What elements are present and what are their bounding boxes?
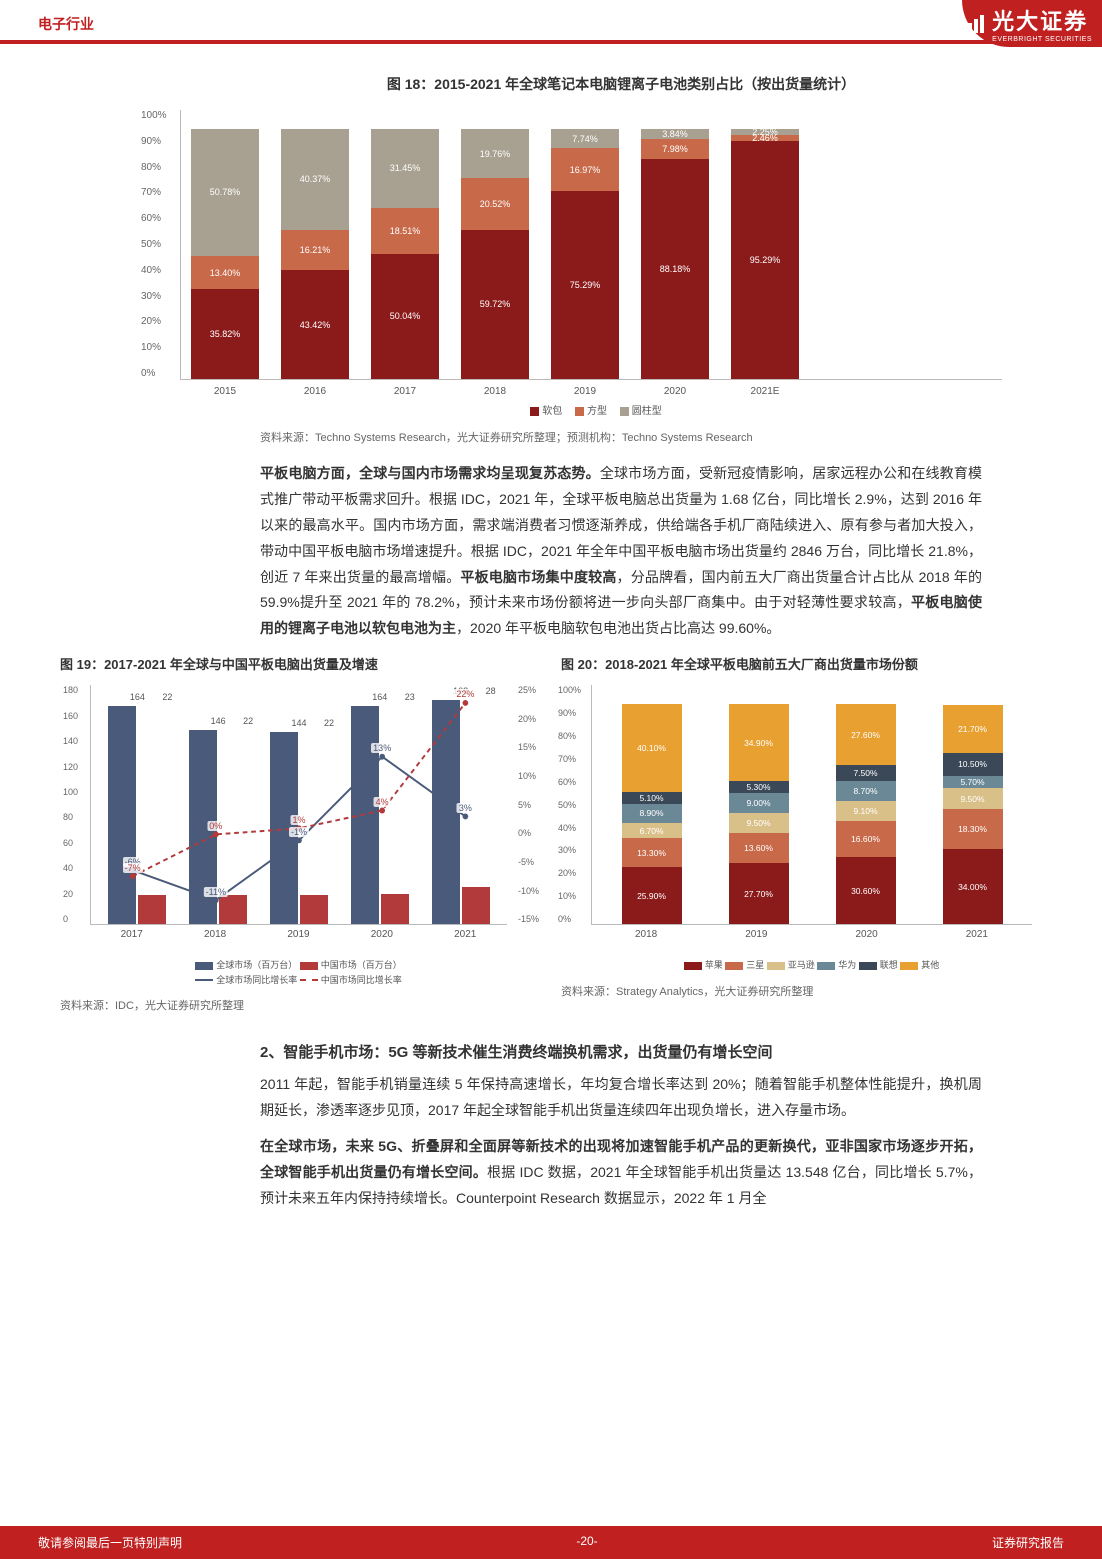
chart19-source: 资料来源：IDC，光大证券研究所整理 [60,997,541,1013]
chart20-source: 资料来源：Strategy Analytics，光大证券研究所整理 [561,983,1042,999]
logo-text: 光大证券 [992,4,1092,36]
footer-page: -20- [576,1534,597,1551]
chart20: 0%10%20%30%40%50%60%70%80%90%100% 25.90%… [591,685,1032,925]
page-header: 电子行业 [0,0,1102,44]
page-footer: 敬请参阅最后一页特别声明 -20- 证券研究报告 [0,1526,1102,1559]
chart18-source: 资料来源：Techno Systems Research，光大证券研究所整理；预… [260,429,1042,445]
chart19: 020406080100120140160180 -15%-10%-5%0%5%… [90,685,507,925]
chart18-legend: 软包 方型 圆柱型 [180,402,1002,417]
section2-title: 2、智能手机市场：5G 等新技术催生消费终端换机需求，出货量仍有增长空间 [260,1041,1042,1062]
section2-p1: 2011 年起，智能手机销量连续 5 年保持高速增长，年均复合增长率达到 20%… [260,1072,982,1124]
footer-left: 敬请参阅最后一页特别声明 [38,1534,182,1551]
chart19-title: 图 19：2017-2021 年全球与中国平板电脑出货量及增速 [60,654,541,673]
industry-label: 电子行业 [38,14,94,34]
chart20-title: 图 20：2018-2021 年全球平板电脑前五大厂商出货量市场份额 [561,654,1042,673]
chart20-legend: 苹果 三星 亚马逊 华为 联想 其他 [591,958,1032,972]
footer-right: 证券研究报告 [992,1534,1064,1551]
chart18: 0%10%20%30%40%50%60%70%80%90%100% 35.82%… [60,102,1042,421]
paragraph-1: 平板电脑方面，全球与国内市场需求均呈现复苏态势。全球市场方面，受新冠疫情影响，居… [260,461,982,642]
chart19-legend: 全球市场（百万台） 中国市场（百万台） 全球市场同比增长率 中国市场同比增长率 [90,958,507,987]
chart18-title: 图 18：2015-2021 年全球笔记本电脑锂离子电池类别占比（按出货量统计） [200,74,1042,94]
logo-subtitle: EVERBRIGHT SECURITIES [992,36,1092,43]
section2-p2: 在全球市场，未来 5G、折叠屏和全面屏等新技术的出现将加速智能手机产品的更新换代… [260,1134,982,1212]
